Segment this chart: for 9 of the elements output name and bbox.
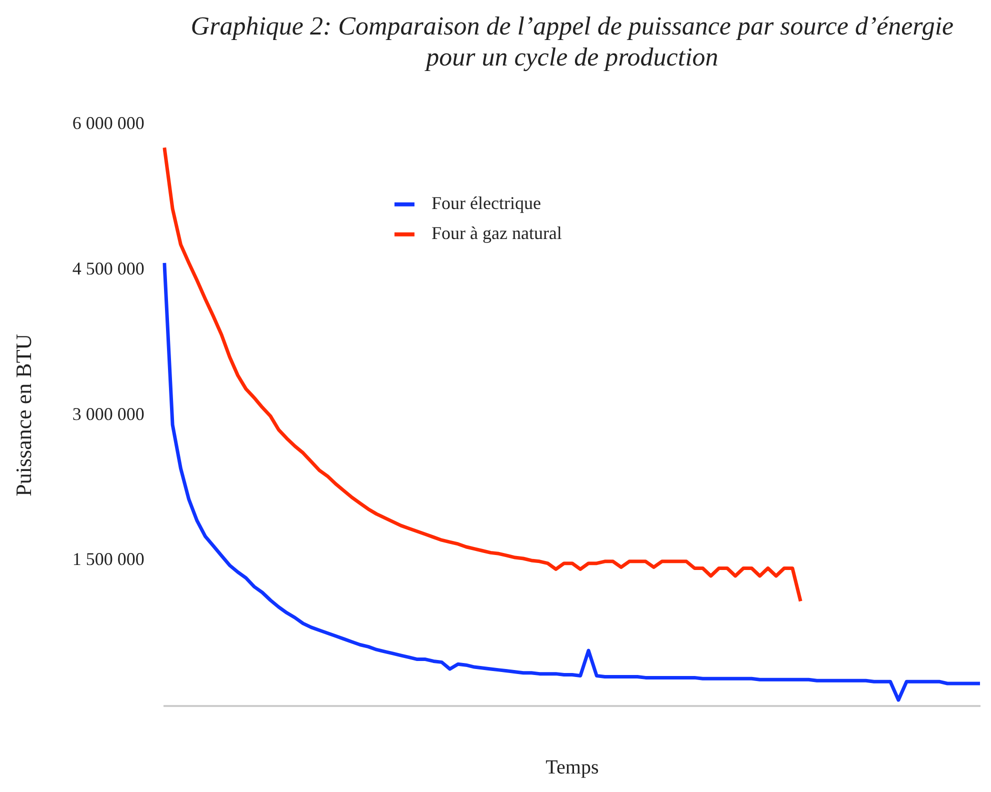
legend-label: Four à gaz natural <box>431 223 562 244</box>
y-axis-title: Puissance en BTU <box>10 334 36 496</box>
y-tick-label: 1 500 000 <box>72 549 144 570</box>
y-tick-label: 6 000 000 <box>72 113 144 134</box>
y-tick-label: 4 500 000 <box>72 258 144 278</box>
chart-title: Graphique 2: Comparaison de l’appel de puissance par source d’énergie pour un cycle de production <box>190 11 954 72</box>
y-tick-label: 3 000 000 <box>72 404 144 424</box>
legend-label: Four électrique <box>431 193 541 214</box>
x-axis-title: Temps <box>546 756 599 778</box>
